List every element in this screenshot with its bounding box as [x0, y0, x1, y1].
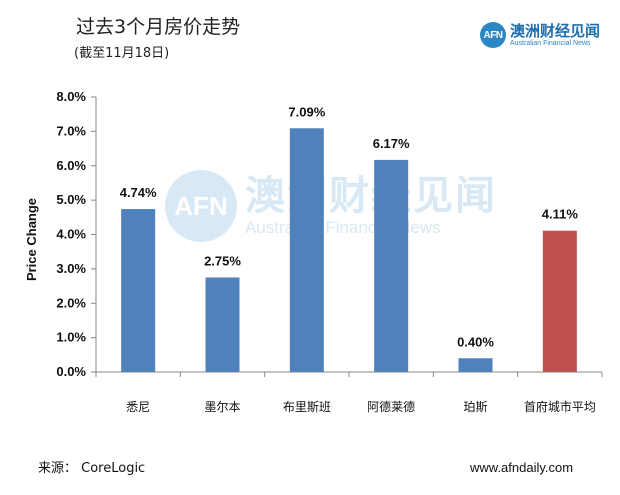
y-tick-label: 1.0%: [56, 330, 86, 345]
logo-en-text: Australian Financial News: [510, 39, 591, 47]
y-tick-label: 4.0%: [56, 227, 86, 242]
data-label: 6.17%: [373, 136, 410, 151]
data-label: 4.11%: [542, 207, 579, 222]
y-tick-label: 7.0%: [56, 123, 86, 138]
x-tick-label: 阿德莱德: [367, 399, 415, 414]
y-axis-label: Price Change: [24, 198, 39, 281]
data-label: 7.09%: [288, 104, 325, 119]
bar: [458, 358, 493, 372]
x-tick-label: 首府城市平均: [524, 399, 596, 414]
y-tick-label: 0.0%: [56, 364, 86, 379]
x-tick-label: 墨尔本: [204, 399, 240, 414]
bar: [542, 230, 577, 372]
bar: [205, 277, 240, 372]
bar: [374, 159, 409, 372]
source-note: 来源： CoreLogic: [38, 461, 146, 476]
afn-logo: AFN 澳洲财经见闻 Australian Financial News: [480, 22, 600, 48]
bar: [289, 128, 324, 372]
x-tick-label: 悉尼: [126, 400, 150, 414]
afn-badge-icon: AFN: [480, 22, 506, 48]
y-tick-label: 6.0%: [56, 158, 86, 173]
chart-title: 过去3个月房价走势: [76, 16, 241, 38]
data-label: 0.40%: [457, 334, 494, 349]
data-label: 4.74%: [120, 185, 157, 200]
y-tick-label: 3.0%: [56, 261, 86, 276]
x-tick-label: 珀斯: [463, 400, 487, 414]
y-tick-label: 5.0%: [56, 192, 86, 207]
website-url: www.afndaily.com: [470, 460, 574, 475]
logo-cn-text: 澳洲财经见闻: [510, 21, 601, 40]
data-label: 2.75%: [204, 253, 241, 268]
chart-subtitle: (截至11月18日): [74, 46, 170, 61]
bar: [121, 209, 156, 372]
x-tick-label: 布里斯班: [283, 400, 331, 414]
y-tick-label: 8.0%: [56, 89, 86, 104]
y-tick-label: 2.0%: [56, 295, 86, 310]
